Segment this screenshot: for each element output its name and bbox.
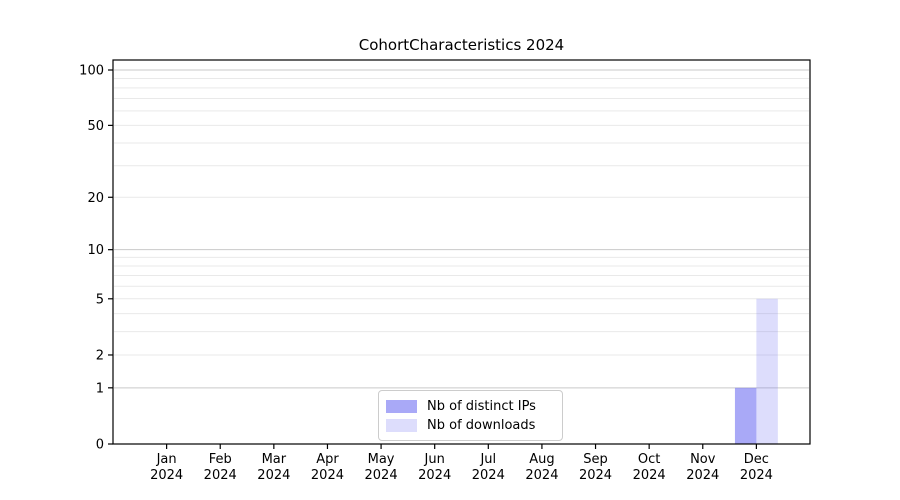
x-tick-label-year: 2024 bbox=[579, 468, 612, 483]
x-tick-label-year: 2024 bbox=[740, 468, 773, 483]
x-tick-label-month: Feb bbox=[209, 452, 232, 467]
y-tick-label: 50 bbox=[87, 119, 104, 134]
y-tick-label: 20 bbox=[87, 191, 104, 206]
bar-nb-of-downloads-dec bbox=[756, 298, 778, 444]
x-tick-label-year: 2024 bbox=[418, 468, 451, 483]
chart-title: CohortCharacteristics 2024 bbox=[358, 36, 565, 54]
x-tick-label-year: 2024 bbox=[525, 468, 558, 483]
x-tick-label-month: Apr bbox=[316, 452, 339, 467]
x-tick-label-month: Sep bbox=[583, 452, 608, 467]
y-tick-label: 5 bbox=[96, 292, 104, 307]
x-tick-label-month: Jan bbox=[156, 452, 177, 467]
x-tick-label-year: 2024 bbox=[686, 468, 719, 483]
x-tick-label-year: 2024 bbox=[311, 468, 344, 483]
y-tick-label: 0 bbox=[96, 438, 104, 453]
y-tick-label: 2 bbox=[96, 348, 104, 363]
legend: Nb of distinct IPs Nb of downloads bbox=[378, 390, 563, 441]
bar-nb-of-distinct-ips-dec bbox=[734, 387, 757, 444]
x-tick-label-month: May bbox=[368, 452, 395, 467]
y-tick-label: 1 bbox=[96, 381, 104, 396]
legend-item-downloads: Nb of downloads bbox=[386, 416, 562, 435]
plot-border bbox=[112, 59, 811, 445]
legend-label-downloads: Nb of downloads bbox=[427, 418, 536, 433]
y-tick-label: 10 bbox=[87, 243, 104, 258]
x-tick-label-month: Oct bbox=[638, 452, 660, 467]
legend-swatch-distinct-ips bbox=[386, 400, 417, 413]
legend-item-distinct-ips: Nb of distinct IPs bbox=[386, 397, 562, 416]
x-tick-label-month: Dec bbox=[744, 452, 769, 467]
x-tick-label-year: 2024 bbox=[150, 468, 183, 483]
x-tick-label-year: 2024 bbox=[204, 468, 237, 483]
x-tick-label-month: Jun bbox=[424, 452, 445, 467]
x-tick-label-year: 2024 bbox=[472, 468, 505, 483]
x-tick-label-month: Mar bbox=[262, 452, 287, 467]
x-tick-label-month: Jul bbox=[479, 452, 496, 467]
x-tick-label-year: 2024 bbox=[633, 468, 666, 483]
x-tick-label-month: Nov bbox=[690, 452, 716, 467]
legend-label-distinct-ips: Nb of distinct IPs bbox=[427, 399, 536, 414]
x-tick-label-year: 2024 bbox=[365, 468, 398, 483]
y-tick-label: 100 bbox=[79, 64, 104, 79]
x-tick-label-year: 2024 bbox=[257, 468, 290, 483]
x-tick-label-month: Aug bbox=[529, 452, 554, 467]
legend-swatch-downloads bbox=[386, 419, 417, 432]
